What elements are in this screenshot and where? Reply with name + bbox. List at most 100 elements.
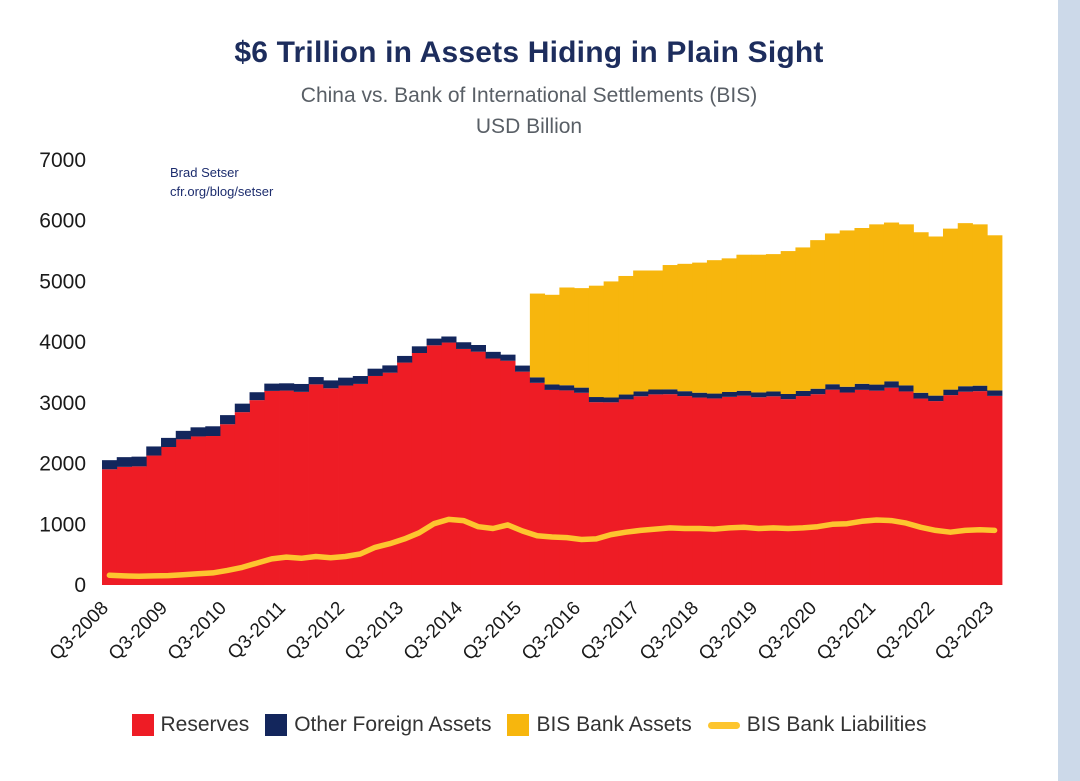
y-tick-label: 2000: [39, 453, 86, 476]
bar-segment: [470, 351, 486, 585]
x-tick-label: Q3-2023: [931, 598, 998, 665]
y-tick-label: 3000: [39, 392, 86, 415]
bar-segment: [220, 415, 236, 425]
bar-segment: [264, 383, 280, 391]
bar-segment: [529, 293, 546, 378]
bar-segment: [942, 395, 959, 585]
bar-segment: [544, 294, 560, 385]
bar-segment: [441, 336, 457, 343]
bar-segment: [647, 389, 664, 395]
bar-segment: [456, 348, 472, 585]
bar-segment: [470, 345, 486, 352]
chart-subtitle: China vs. Bank of International Settleme…: [300, 84, 758, 107]
bar-segment: [544, 384, 560, 390]
bar-segment: [603, 281, 619, 398]
bar-segment: [264, 390, 280, 585]
bar-segment: [810, 394, 826, 585]
bar-segment: [161, 447, 177, 585]
bar-segment: [102, 469, 118, 585]
x-tick-label: Q3-2017: [577, 598, 644, 665]
legend-label: BIS Bank Assets: [536, 713, 692, 736]
bar-segment: [633, 391, 649, 397]
bar-segment: [721, 396, 737, 585]
x-tick-label: Q3-2020: [754, 598, 821, 665]
bar-segment: [795, 247, 811, 391]
bar-segment: [352, 376, 368, 384]
bar-segment: [898, 224, 914, 386]
bar-segment: [795, 396, 811, 585]
bar-segment: [515, 371, 531, 585]
bar-segment: [441, 342, 457, 585]
author-blog-url: cfr.org/blog/setser: [170, 183, 274, 199]
bar-segment: [367, 368, 383, 376]
bar-segment: [588, 285, 605, 398]
bar-segment: [249, 400, 265, 586]
bar-segment: [869, 224, 885, 385]
bar-segment: [913, 392, 929, 399]
legend-square-swatch: [131, 714, 154, 736]
bar-segment: [559, 385, 575, 391]
legend-item-reserves: Reserves: [131, 713, 249, 737]
bar-segment: [397, 362, 413, 585]
bar-segment: [293, 383, 309, 392]
bar-segment: [249, 392, 265, 401]
bar-segment: [839, 386, 855, 393]
bar-segment: [780, 399, 796, 585]
bar-segment: [559, 390, 575, 585]
bar-segment: [175, 430, 191, 440]
bar-segment: [397, 355, 413, 363]
legend-label: Other Foreign Assets: [294, 713, 492, 736]
bar-segment: [987, 395, 1003, 586]
bar-segment: [323, 388, 339, 585]
bar-segment: [485, 351, 501, 359]
bar-segment: [692, 397, 708, 585]
bar-segment: [736, 254, 752, 391]
line-bis-bank-liabilities: [106, 516, 998, 579]
bar-segment: [928, 401, 944, 585]
bar-segment: [883, 381, 900, 388]
bar-segment: [765, 391, 782, 397]
bar-segment: [323, 380, 339, 389]
bar-segment: [234, 412, 250, 585]
bar-segment: [544, 389, 560, 585]
bar-segment: [338, 385, 354, 585]
bar-segment: [500, 354, 516, 361]
bar-segment: [869, 384, 885, 391]
bar-segment: [293, 391, 309, 585]
bar-segment: [662, 265, 678, 390]
bar-segment: [515, 365, 531, 372]
legend-item-bis-bank-liabilities: BIS Bank Liabilities: [707, 713, 927, 737]
bar-segment: [883, 222, 900, 382]
bar-segment: [677, 391, 693, 397]
bar-segment: [308, 384, 324, 585]
legend-label: BIS Bank Liabilities: [746, 713, 927, 736]
bar-segment: [706, 393, 723, 399]
bar-segment: [942, 228, 959, 390]
bar-segment: [190, 427, 206, 437]
bar-segment: [972, 385, 988, 392]
bar-segment: [175, 439, 191, 585]
bar-segment: [751, 392, 767, 398]
bar-segment: [854, 383, 870, 390]
bar-segment: [987, 235, 1003, 391]
bar-segment: [677, 263, 693, 392]
bar-segment: [574, 392, 590, 585]
x-tick-label: Q3-2021: [813, 598, 880, 665]
bar-segment: [765, 396, 782, 585]
author-annotation: Brad Setser cfr.org/blog/setser: [170, 164, 273, 202]
bar-segment: [116, 457, 132, 467]
bar-segment: [382, 365, 398, 373]
bar-segment: [308, 377, 324, 385]
legend-item-other-foreign-assets: Other Foreign Assets: [265, 713, 491, 737]
bar-segment: [824, 389, 841, 585]
bar-segment: [736, 390, 752, 396]
bar-segment: [411, 346, 427, 354]
bar-segment: [116, 466, 132, 585]
bar-segment: [987, 390, 1003, 396]
bar-segment: [780, 251, 796, 394]
bar-segment: [279, 390, 295, 585]
y-tick-label: 5000: [39, 270, 86, 293]
bar-segment: [957, 391, 973, 585]
bar-segment: [102, 460, 118, 470]
bar-segment: [485, 358, 501, 585]
